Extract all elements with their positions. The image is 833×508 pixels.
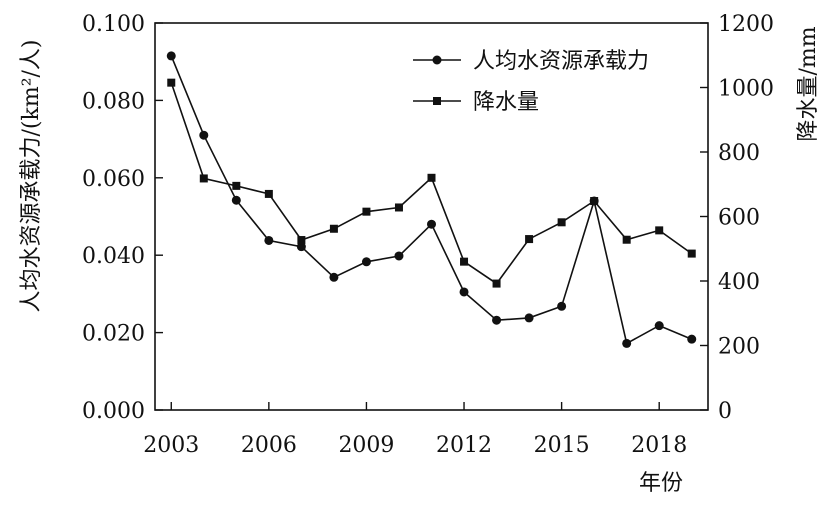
series-2-point [655,226,664,235]
series-1-point [687,334,697,344]
right-tick-label: 400 [718,270,760,295]
series-2-point [590,197,599,206]
right-tick-label: 1000 [718,77,774,102]
x-tick-label: 2012 [436,433,492,458]
series-1-point [557,301,567,311]
right-axis-title: 降水量/mm [796,26,821,141]
series-2-point [297,236,306,245]
right-tick-label: 0 [718,399,732,424]
series-line-1 [170,55,693,345]
x-tick-label: 2003 [143,433,199,458]
series-1-point [166,51,176,61]
plot-frame [154,22,709,411]
series-1-point [361,257,371,267]
series-1-point [296,242,306,252]
series-2-point [525,235,534,244]
right-tick-label: 800 [718,141,760,166]
series-1-point [492,315,502,325]
series-line-2 [170,82,693,285]
series-1-point [622,338,632,348]
legend-label-1: 人均水资源承载力 [473,49,649,74]
series-2-point [557,218,566,227]
right-tick-label: 1200 [718,12,774,37]
series-layer [166,51,697,348]
series-2-point [687,249,696,258]
series-1-point [264,235,274,245]
legend-marker-2 [433,97,441,105]
series-2-point [394,203,403,212]
left-tick-label: 0.000 [82,399,145,424]
series-2-point [264,189,273,198]
x-tick-label: 2006 [241,433,297,458]
x-tick-label: 2009 [338,433,394,458]
left-axis-ticks: 0.000 0.020 0.040 0.060 0.080 0.100 [82,12,163,424]
series-1-point [427,219,436,229]
left-tick-label: 0.020 [82,322,145,347]
series-1-point [654,321,664,331]
series-2-point [492,279,501,288]
right-axis-ticks: 0 200 400 600 800 1000 1200 [700,12,774,424]
x-axis-ticks: 2003 2006 2009 2012 2015 2018 [143,402,687,458]
left-axis-title: 人均水资源承载力/(km²/人) [19,39,44,312]
x-tick-label: 2018 [631,433,687,458]
series-1-point [459,287,469,297]
axes-frame [154,22,709,411]
left-tick-label: 0.080 [82,89,145,114]
series-1-point [231,195,241,205]
series-2-point [167,78,176,87]
series-1-point [394,251,404,261]
series-2-point [232,181,241,190]
series-1-point [199,130,209,140]
right-tick-label: 600 [718,206,760,231]
series-2-point [329,224,338,233]
right-tick-label: 200 [718,335,760,360]
x-axis-title: 年份 [639,471,683,496]
series-2-point [199,174,208,183]
legend-marker-1 [432,55,442,65]
series-2-point [460,257,469,266]
left-tick-label: 0.060 [82,167,145,192]
series-2-point [622,235,631,244]
series-2-point [427,173,436,182]
series-1-point [524,313,534,323]
legend-label-2: 降水量 [473,90,539,115]
x-tick-label: 2015 [534,433,590,458]
series-1-point [329,272,339,282]
left-tick-label: 0.100 [82,12,145,37]
left-tick-label: 0.040 [82,244,145,269]
series-2-point [362,207,371,216]
